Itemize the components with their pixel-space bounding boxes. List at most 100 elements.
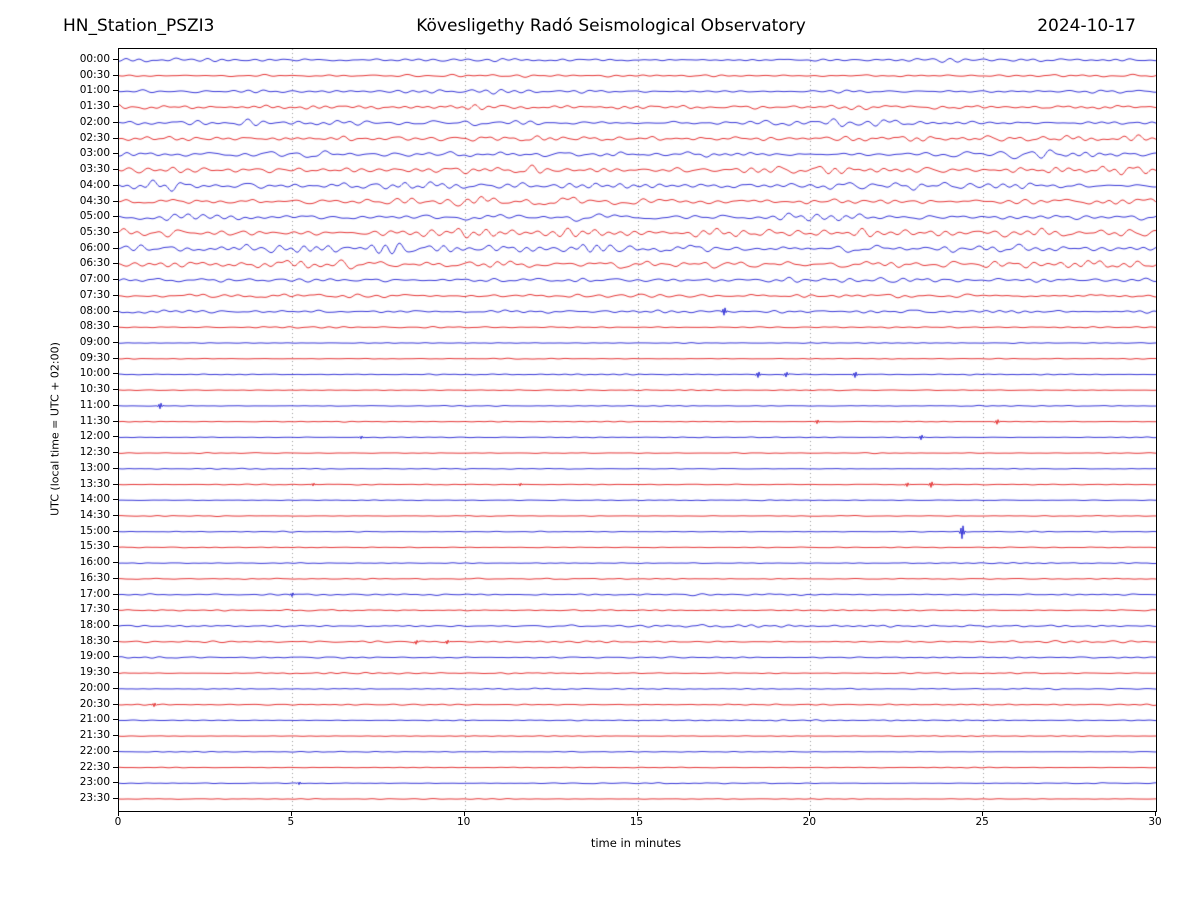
time-label: 04:00 — [79, 178, 110, 191]
time-label: 11:00 — [79, 398, 110, 411]
y-tick — [113, 122, 118, 123]
y-tick — [113, 248, 118, 249]
y-tick — [113, 311, 118, 312]
y-tick — [113, 185, 118, 186]
y-tick — [113, 232, 118, 233]
time-label: 09:00 — [79, 336, 110, 348]
time-label: 20:00 — [79, 681, 110, 694]
time-label: 01:00 — [79, 84, 110, 97]
x-tick-label: 30 — [1148, 816, 1162, 828]
time-label: 02:00 — [79, 115, 110, 128]
y-tick — [113, 295, 118, 296]
time-label: 11:30 — [79, 414, 110, 427]
y-tick — [113, 326, 118, 327]
time-label: 06:00 — [79, 241, 110, 254]
y-tick — [113, 216, 118, 217]
time-label: 17:30 — [79, 603, 110, 616]
y-tick — [113, 751, 118, 752]
time-label: 22:00 — [79, 744, 110, 757]
x-tick — [291, 811, 292, 816]
time-label: 19:30 — [79, 666, 110, 679]
y-tick — [113, 59, 118, 60]
observatory-title: Kövesligethy Radó Seismological Observat… — [416, 16, 806, 36]
time-label: 00:00 — [79, 53, 110, 65]
y-tick — [113, 546, 118, 547]
x-tick — [464, 811, 465, 816]
time-label: 15:00 — [79, 524, 110, 537]
time-label: 13:30 — [79, 477, 110, 490]
x-tick-label: 5 — [287, 816, 295, 828]
y-tick — [113, 436, 118, 437]
time-label: 07:00 — [79, 273, 110, 286]
y-tick — [113, 625, 118, 626]
date-title: 2024-10-17 — [1037, 16, 1136, 36]
time-label: 05:30 — [79, 225, 110, 238]
time-label: 04:30 — [79, 194, 110, 207]
y-tick — [113, 169, 118, 170]
y-tick — [113, 531, 118, 532]
time-label: 10:00 — [79, 367, 110, 380]
x-tick — [982, 811, 983, 816]
y-tick — [113, 468, 118, 469]
time-label: 23:00 — [79, 776, 110, 789]
time-label: 12:00 — [79, 430, 110, 443]
y-tick — [113, 672, 118, 673]
time-label: 14:00 — [79, 493, 110, 506]
time-label: 08:00 — [79, 304, 110, 317]
y-tick — [113, 641, 118, 642]
x-tick — [809, 811, 810, 816]
time-label: 16:00 — [79, 556, 110, 569]
y-tick — [113, 499, 118, 500]
x-axis-title: time in minutes — [590, 836, 682, 850]
y-tick — [113, 688, 118, 689]
y-tick — [113, 594, 118, 595]
y-tick — [113, 373, 118, 374]
time-label: 03:30 — [79, 163, 110, 176]
y-tick — [113, 106, 118, 107]
time-label: 02:30 — [79, 131, 110, 144]
time-label: 21:00 — [79, 713, 110, 726]
y-tick — [113, 389, 118, 390]
y-tick — [113, 263, 118, 264]
x-tick-label: 10 — [456, 816, 471, 828]
y-tick — [113, 484, 118, 485]
seismogram-canvas — [119, 49, 1156, 811]
time-label: 20:30 — [79, 697, 110, 710]
time-label: 22:30 — [79, 760, 110, 773]
x-tick — [118, 811, 119, 816]
y-tick — [113, 704, 118, 705]
time-label: 16:30 — [79, 571, 110, 584]
plot-area — [118, 48, 1157, 812]
time-label: 06:30 — [79, 257, 110, 270]
y-tick — [113, 798, 118, 799]
y-tick — [113, 578, 118, 579]
time-label: 18:00 — [79, 619, 110, 632]
x-tick-label: 0 — [114, 816, 122, 828]
time-label: 09:30 — [79, 351, 110, 364]
y-tick — [113, 735, 118, 736]
time-label: 12:30 — [79, 446, 110, 459]
y-tick — [113, 452, 118, 453]
time-label: 07:30 — [79, 288, 110, 301]
y-tick — [113, 405, 118, 406]
y-tick — [113, 767, 118, 768]
y-tick — [113, 421, 118, 422]
y-tick — [113, 515, 118, 516]
y-tick — [113, 782, 118, 783]
y-tick — [113, 90, 118, 91]
time-label: 21:30 — [79, 729, 110, 742]
time-label: 00:30 — [79, 68, 110, 81]
time-label: 19:00 — [79, 650, 110, 663]
time-label: 14:30 — [79, 508, 110, 521]
y-tick — [113, 358, 118, 359]
y-tick — [113, 75, 118, 76]
time-label: 23:30 — [79, 791, 110, 804]
x-tick — [637, 811, 638, 816]
y-tick — [113, 342, 118, 343]
y-tick — [113, 279, 118, 280]
time-label: 05:00 — [79, 210, 110, 223]
x-tick-label: 20 — [802, 816, 817, 828]
time-label: 08:30 — [79, 320, 110, 333]
time-label: 03:00 — [79, 147, 110, 160]
